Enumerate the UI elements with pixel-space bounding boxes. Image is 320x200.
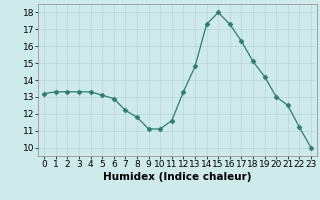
X-axis label: Humidex (Indice chaleur): Humidex (Indice chaleur) xyxy=(103,172,252,182)
